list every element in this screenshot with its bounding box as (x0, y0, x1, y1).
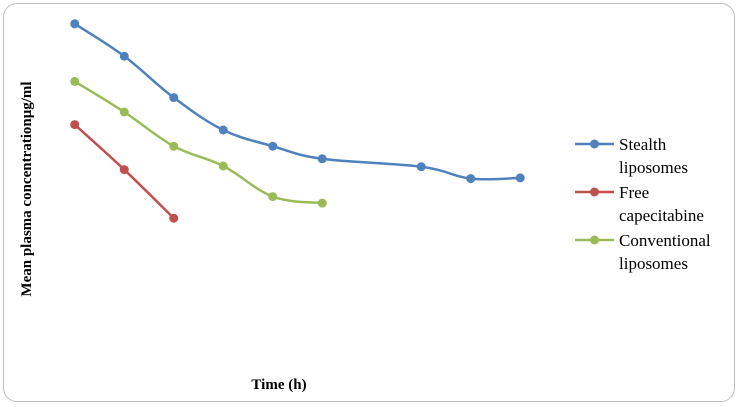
data-point-2-4 (268, 192, 278, 202)
data-point-2-3 (218, 161, 228, 171)
legend-label-1-0: Free (619, 183, 649, 202)
y-axis-title: Mean plasma concentrationμg/ml (19, 81, 35, 296)
data-point-0-8 (515, 173, 525, 183)
data-point-0-6 (416, 162, 426, 172)
data-point-0-3 (218, 125, 228, 135)
legend-label-2-0: Conventional (619, 231, 711, 250)
series-line-2 (74, 80, 323, 205)
legend-marker-2 (590, 235, 599, 245)
legend-marker-1 (590, 187, 599, 197)
legend-label-0-0: Stealth (619, 135, 667, 154)
legend-label-0-1: liposomes (619, 158, 688, 177)
x-axis-title: Time (h) (251, 377, 306, 393)
series-layer (70, 19, 525, 223)
legend: Stealth liposomes Free capecitabine Conventi… (575, 135, 711, 273)
data-point-0-5 (317, 154, 327, 164)
data-point-2-1 (119, 107, 129, 117)
data-point-0-2 (169, 93, 179, 103)
data-point-0-0 (70, 19, 80, 29)
data-point-0-1 (119, 51, 129, 61)
data-point-2-2 (169, 141, 179, 151)
data-point-0-4 (268, 141, 278, 151)
data-point-1-1 (119, 165, 129, 175)
legend-label-2-1: liposomes (619, 254, 688, 273)
legend-marker-0 (590, 139, 599, 149)
legend-label-1-1: capecitabine (619, 206, 704, 225)
data-point-2-0 (70, 76, 80, 86)
chart-frame (3, 3, 735, 402)
data-point-0-7 (466, 174, 476, 184)
data-point-2-5 (317, 198, 327, 208)
series-line-0 (74, 22, 521, 181)
data-point-1-0 (70, 120, 80, 130)
data-point-1-2 (169, 213, 179, 223)
